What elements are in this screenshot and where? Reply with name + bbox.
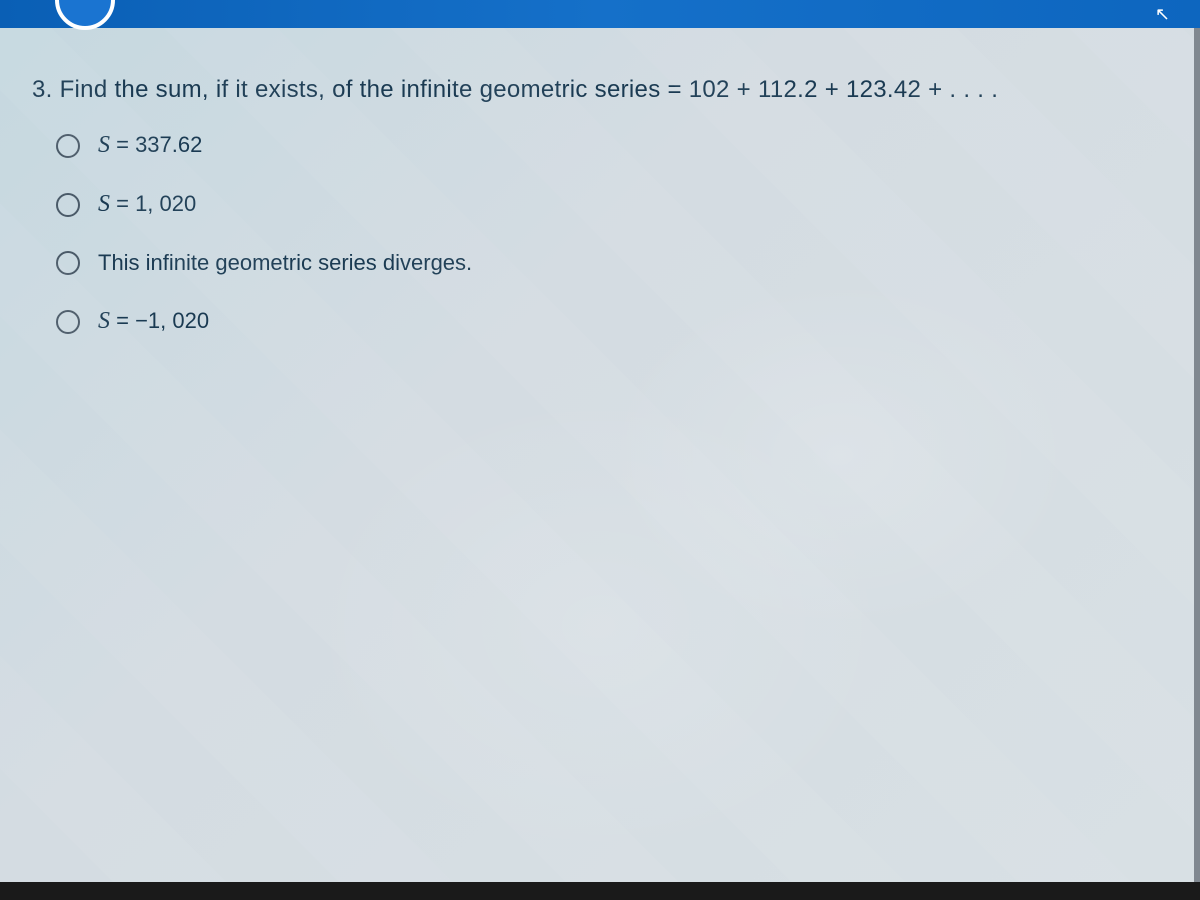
radio-button[interactable] xyxy=(56,310,80,334)
cursor-icon: ↖ xyxy=(1155,4,1170,25)
right-edge xyxy=(1194,28,1200,900)
question-series: = 102 + 112.2 + 123.42 + . . . . xyxy=(667,76,998,103)
math-variable: S xyxy=(98,308,110,334)
option-d[interactable]: S = −1, 020 xyxy=(56,308,1168,335)
question-body: Find the sum, if it exists, of the infin… xyxy=(60,76,661,103)
option-b[interactable]: S = 1, 020 xyxy=(56,191,1168,218)
math-variable: S xyxy=(98,191,110,217)
answer-options: S = 337.62 S = 1, 020 This infinite geom… xyxy=(32,132,1168,335)
option-label: S = −1, 020 xyxy=(98,308,209,335)
bottom-edge xyxy=(0,882,1200,900)
option-label: S = 1, 020 xyxy=(98,191,196,218)
option-value: = 337.62 xyxy=(110,132,202,157)
question-prompt: 3. Find the sum, if it exists, of the in… xyxy=(32,76,1168,104)
radio-button[interactable] xyxy=(56,251,80,275)
option-value: = 1, 020 xyxy=(110,191,196,216)
option-a[interactable]: S = 337.62 xyxy=(56,132,1168,159)
logo-circle xyxy=(55,0,115,30)
option-c[interactable]: This infinite geometric series diverges. xyxy=(56,250,1168,276)
radio-button[interactable] xyxy=(56,193,80,217)
radio-button[interactable] xyxy=(56,134,80,158)
option-label: This infinite geometric series diverges. xyxy=(98,250,472,276)
option-value: = −1, 020 xyxy=(110,308,209,333)
top-navigation-bar: ↖ xyxy=(0,0,1200,28)
option-label: S = 337.62 xyxy=(98,132,202,159)
option-value: This infinite geometric series diverges. xyxy=(98,250,472,275)
question-number: 3. xyxy=(32,76,53,103)
question-content: 3. Find the sum, if it exists, of the in… xyxy=(0,28,1200,399)
math-variable: S xyxy=(98,132,110,158)
